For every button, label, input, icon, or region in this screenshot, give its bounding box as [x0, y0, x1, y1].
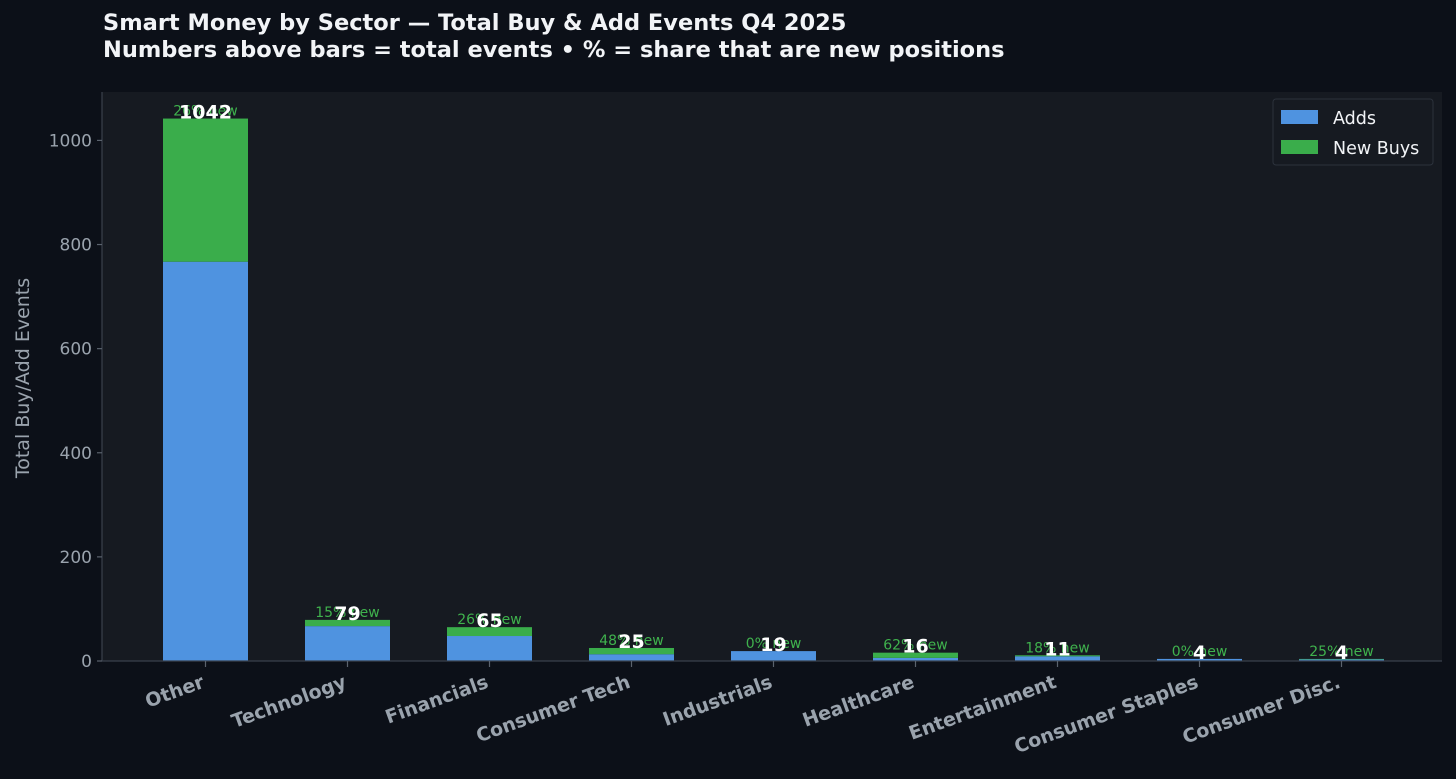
y-tick-label: 1000	[49, 131, 92, 151]
bar-group	[163, 118, 1384, 661]
total-events-label: 1042	[179, 102, 232, 124]
bar-adds	[447, 636, 532, 661]
bar-adds	[873, 657, 958, 661]
y-axis: 0 200 400 600 800 1000	[49, 131, 102, 672]
bar-adds	[1157, 658, 1242, 661]
chart-title-line-1: Smart Money by Sector — Total Buy & Add …	[103, 10, 847, 36]
x-tick-label: Consumer Disc.	[1180, 671, 1344, 748]
total-events-label: 25	[618, 631, 644, 653]
bar-new-buys	[873, 652, 958, 658]
bar-adds	[731, 651, 816, 661]
legend-swatch-new-buys	[1281, 140, 1318, 154]
bar-adds	[1015, 656, 1100, 661]
bar-new-buys	[1015, 655, 1100, 657]
y-tick-label: 600	[60, 340, 92, 360]
y-tick-label: 400	[60, 444, 92, 464]
y-tick-label: 200	[60, 548, 92, 568]
y-tick-label: 800	[60, 236, 92, 256]
bar-adds	[589, 654, 674, 661]
x-tick-label: Other	[142, 671, 207, 713]
x-tick-label: Consumer Tech	[473, 671, 633, 747]
pct-new-label: 0% new	[1172, 644, 1228, 660]
pct-new-label: 18% new	[1025, 640, 1090, 656]
x-tick-label: Financials	[382, 671, 491, 729]
bar-new-buys	[163, 118, 248, 262]
legend-swatch-adds	[1281, 110, 1318, 124]
legend-label-adds: Adds	[1333, 109, 1376, 129]
pct-new-label: 26% new	[173, 104, 238, 120]
bar-new-buys	[589, 647, 674, 655]
bar-adds	[1299, 659, 1384, 661]
bar-new-buys	[447, 627, 532, 637]
pct-new-label: 25% new	[1309, 644, 1374, 660]
total-events-label: 4	[1193, 642, 1206, 664]
legend-label-new-buys: New Buys	[1333, 139, 1419, 159]
legend: Adds New Buys	[1272, 98, 1434, 166]
chart-subtitle: Numbers above bars = total events • % = …	[103, 37, 1005, 63]
pct-new-label: 0% new	[746, 636, 802, 652]
pct-new-label: 62% new	[883, 638, 948, 654]
pct-new-label: 48% new	[599, 633, 664, 649]
total-events-label: 79	[334, 603, 360, 625]
plot-background	[102, 92, 1442, 661]
x-tick-label: Technology	[229, 671, 350, 733]
bar-new-buys	[1299, 658, 1384, 660]
x-tick-label: Healthcare	[800, 671, 918, 732]
chart-title: Smart Money by Sector — Total Buy & Add …	[103, 10, 1005, 64]
total-events-label: 16	[902, 636, 928, 658]
bar-adds	[305, 626, 390, 661]
total-events-label: 65	[476, 610, 502, 632]
bar-adds	[163, 261, 248, 661]
x-tick-label: Industrials	[660, 671, 775, 731]
total-events-label: 11	[1044, 638, 1070, 660]
total-events-label: 19	[760, 634, 786, 656]
pct-new-label: 26% new	[457, 612, 522, 628]
y-tick-label: 0	[81, 652, 92, 672]
y-axis-label: Total Buy/Add Events	[12, 278, 34, 479]
total-events-label: 4	[1335, 642, 1348, 664]
pct-new-label: 15% new	[315, 605, 380, 621]
bar-new-buys	[305, 619, 390, 627]
